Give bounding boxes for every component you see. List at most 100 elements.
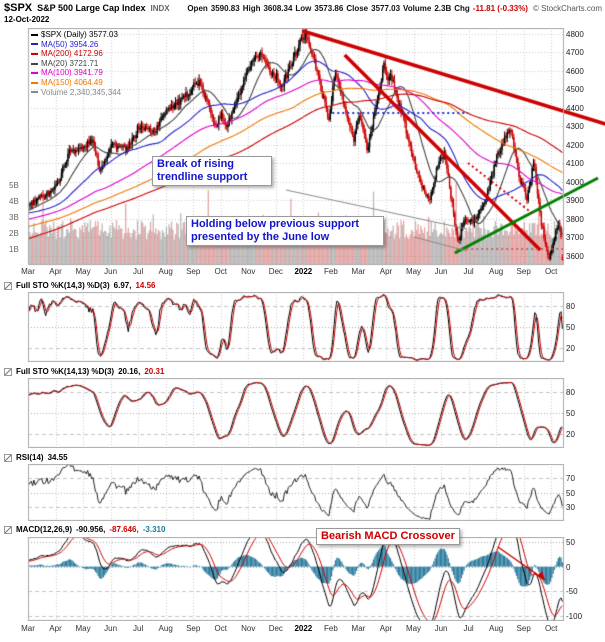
month-label: Aug [158, 267, 173, 276]
panel-current-value: 34.55 [47, 453, 68, 462]
line-icon [31, 62, 38, 65]
axis-tick: 50 [566, 409, 575, 418]
month-label: Apr [49, 624, 62, 633]
axis-tick: 4400 [566, 103, 584, 113]
stochastic-slow-label: Full STO %K(14,13) %D(3) 20.16, 20.31 [4, 367, 164, 376]
axis-tick: 3900 [566, 196, 584, 206]
month-label: Mar [351, 624, 366, 633]
rsi-label: RSI(14) 34.55 [4, 453, 68, 462]
month-label: May [405, 624, 422, 633]
month-label: Nov [241, 624, 256, 633]
legend-item: $SPX (Daily) 3577.03 [31, 30, 121, 40]
month-label: Oct [544, 267, 558, 276]
symbol: $SPX [4, 2, 33, 14]
axis-tick: 3B [9, 213, 19, 222]
index-name: S&P 500 Large Cap Index [37, 3, 146, 13]
annotation-macd-crossover: Bearish MACD Crossover [316, 528, 460, 545]
panel-label-text: MACD(12,26,9) [16, 525, 73, 534]
axis-tick: 1B [9, 245, 19, 254]
panel-current-value: 6.97, [113, 281, 132, 290]
volume-icon [31, 91, 38, 94]
quote-label: Chg [454, 4, 470, 13]
axis-tick: -50 [566, 587, 578, 597]
axis-tick: 5B [9, 181, 19, 190]
month-label: Oct [214, 267, 227, 276]
quote-value: 2.3B [434, 4, 452, 13]
legend-item: MA(200) 4172.96 [31, 49, 121, 59]
month-label: Aug [489, 624, 504, 633]
axis-tick: 4800 [566, 29, 584, 39]
stochastic-fast-panel-canvas [0, 292, 605, 362]
legend-item: MA(100) 3941.79 [31, 68, 121, 78]
month-label: Mar [21, 624, 35, 633]
quote-value: 3577.03 [371, 4, 401, 13]
axis-tick: 4600 [566, 66, 584, 76]
quote-value: 3608.34 [263, 4, 293, 13]
quote-value: 3590.83 [210, 4, 240, 13]
quote-label: High [242, 4, 261, 13]
line-icon [31, 43, 38, 46]
quote-value: -11.81 (-0.33%) [472, 4, 528, 13]
panel-current-value: -3.310 [142, 525, 166, 534]
axis-tick: 4B [9, 197, 19, 206]
annotation-june-low: Holding below previous support presented… [186, 216, 384, 246]
axis-tick: 4100 [566, 159, 584, 169]
chart-date: 12-Oct-2022 [4, 15, 50, 24]
stochastic-slow-panel-canvas [0, 378, 605, 448]
month-label: Sep [516, 624, 531, 633]
legend-item-label: MA(200) 4172.96 [41, 49, 103, 59]
annotation-trendline-break: Break of rising trendline support [152, 156, 272, 186]
macd-label: MACD(12,26,9) -90.956, -87.646, -3.310 [4, 525, 165, 534]
month-label: 2022 [294, 624, 313, 633]
axis-tick: 3600 [566, 251, 584, 261]
month-label: Jun [434, 267, 448, 276]
axis-tick: 4000 [566, 177, 584, 187]
month-label: Apr [379, 624, 393, 633]
axis-tick: 20 [566, 430, 575, 439]
panel-current-value: 20.16, [118, 367, 141, 376]
legend-item-label: MA(50) 3954.26 [41, 39, 99, 49]
panel-current-value: -87.646, [109, 525, 139, 534]
axis-tick: 20 [566, 344, 575, 353]
quote-value: 3573.86 [314, 4, 344, 13]
candlestick-icon [31, 33, 38, 36]
ohlc-quote-line: Open 3590.83 High 3608.34 Low 3573.86 Close 357… [184, 4, 528, 13]
month-label: 2022 [294, 267, 313, 276]
panel-chart-icon [4, 367, 12, 376]
month-label: Jul [133, 267, 144, 276]
axis-tick: 4300 [566, 122, 584, 132]
month-label: Sep [186, 624, 201, 633]
legend-item-label: $SPX (Daily) 3577.03 [41, 30, 118, 39]
panel-chart-icon [4, 525, 12, 534]
quote-label: Volume [403, 4, 432, 13]
month-label: Feb [323, 624, 338, 633]
panel-chart-icon [4, 453, 12, 462]
legend-item: MA(20) 3721.71 [31, 59, 121, 69]
month-label: Sep [516, 267, 531, 276]
exchange-code: INDX [150, 4, 170, 13]
quote-label: Low [295, 4, 312, 13]
axis-tick: 50 [566, 323, 575, 332]
month-label: May [405, 267, 422, 276]
axis-tick: 2B [9, 229, 19, 238]
quote-label: Close [346, 4, 369, 13]
panel-current-value: 14.56 [135, 281, 156, 290]
month-label: May [75, 624, 91, 633]
chart-header: $SPX S&P 500 Large Cap Index INDX Open 35… [4, 2, 602, 14]
panel-label-text: Full STO %K(14,3) %D(3) [16, 281, 110, 290]
axis-tick: 70 [566, 474, 575, 484]
legend-item-label: MA(150) 4064.49 [41, 77, 103, 87]
legend-item-label: MA(100) 3941.79 [41, 68, 103, 78]
axis-tick: 4500 [566, 85, 584, 95]
legend-item-label: MA(20) 3721.71 [41, 58, 99, 68]
month-label: Apr [379, 267, 393, 276]
month-label: Jun [104, 624, 118, 633]
axis-tick: 3800 [566, 214, 584, 224]
rsi-panel-canvas [0, 464, 605, 521]
axis-tick: 4200 [566, 140, 584, 150]
month-label: Dec [268, 267, 283, 276]
month-label: Mar [351, 267, 366, 276]
line-icon [31, 52, 38, 55]
month-label: Aug [489, 267, 504, 276]
